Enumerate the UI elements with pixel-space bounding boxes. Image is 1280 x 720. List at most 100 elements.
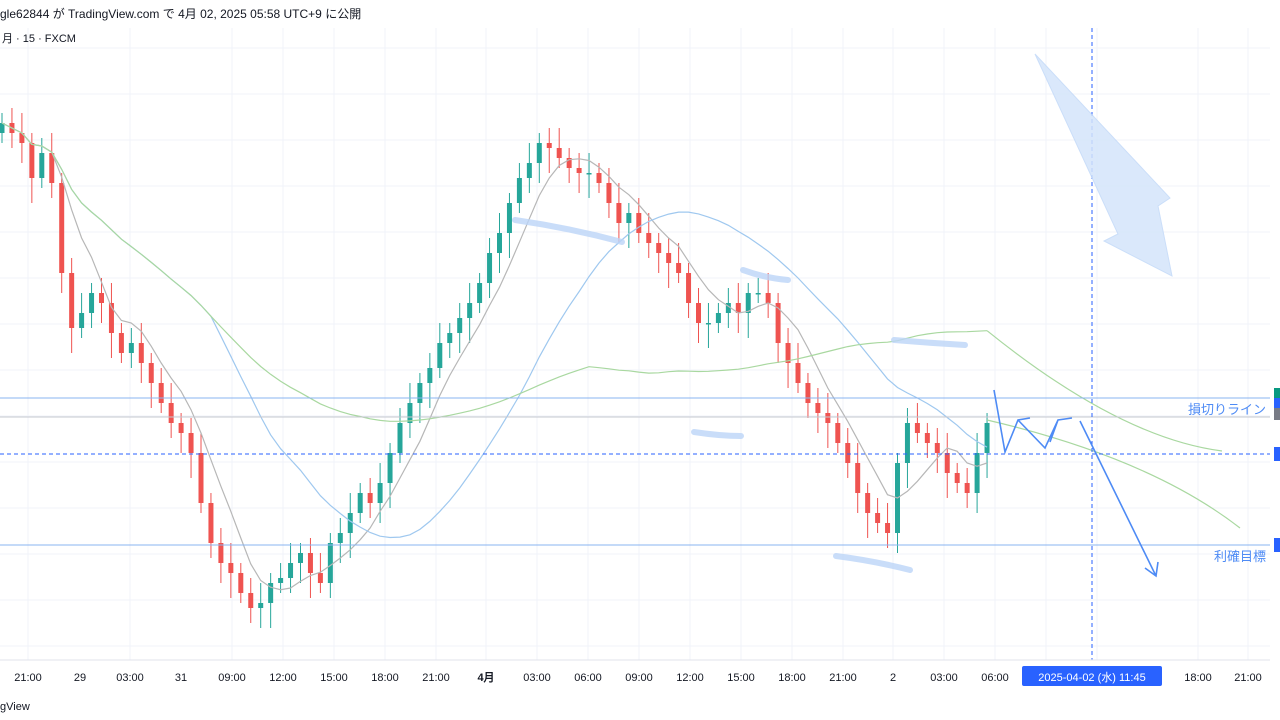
- candle-body: [128, 343, 134, 353]
- candle-body: [875, 513, 881, 523]
- candle-body: [347, 513, 353, 533]
- time-label: 03:00: [523, 672, 551, 684]
- take-profit-label: 利確目標: [1214, 549, 1266, 564]
- publish-info: gle62844 が TradingView.com で 4月 02, 2025…: [0, 7, 362, 21]
- time-label: 15:00: [727, 672, 755, 684]
- time-label: 18:00: [1184, 672, 1212, 684]
- ma-slow-line: [1, 122, 988, 422]
- price-chart[interactable]: 損切りライン利確目標 21:00 29 03:00 31 09:00 12:00 15:00…: [0, 28, 1280, 692]
- candle-body: [765, 293, 771, 303]
- chart-grid: [0, 28, 1270, 660]
- down-arrow-shape: [1034, 53, 1173, 277]
- candle-body: [885, 523, 891, 533]
- candle-body: [785, 343, 791, 363]
- time-label: 12:00: [676, 672, 704, 684]
- candle-body: [19, 133, 25, 143]
- candle-body: [69, 273, 75, 328]
- forecast-down-arrow: [1079, 420, 1159, 578]
- user-drawings: [512, 53, 1173, 578]
- candle-body: [815, 403, 821, 413]
- candle-body: [188, 433, 194, 453]
- candle-body: [576, 168, 582, 173]
- candle-body: [59, 183, 65, 273]
- candle-body: [327, 543, 333, 583]
- candle-body: [298, 553, 303, 563]
- candle-body: [686, 273, 692, 303]
- candle-body: [148, 363, 154, 383]
- candle-body: [914, 423, 920, 433]
- time-label: 21:00: [1234, 672, 1262, 684]
- candle-body: [258, 603, 264, 608]
- ma-projection: [986, 419, 1241, 529]
- candle-body: [168, 403, 174, 423]
- forecast-zigzag: [993, 389, 1073, 455]
- candle-body: [536, 143, 542, 163]
- candle-body: [825, 413, 831, 423]
- candle-body: [457, 318, 463, 333]
- candle-body: [606, 183, 612, 203]
- candle-body: [546, 143, 552, 148]
- candle-body: [596, 173, 602, 183]
- candle-body: [775, 303, 781, 343]
- candle-body: [0, 123, 5, 133]
- candle-body: [616, 203, 622, 223]
- candle-body: [158, 383, 164, 403]
- candle-body: [835, 423, 841, 443]
- candle-body: [526, 163, 532, 178]
- time-label: 12:00: [269, 672, 297, 684]
- candle-body: [586, 173, 592, 175]
- highlight-stroke: [691, 429, 744, 439]
- candle-body: [387, 453, 393, 483]
- highlight-stroke: [512, 217, 625, 245]
- level-marker: [1274, 398, 1280, 408]
- candle-body: [506, 203, 512, 233]
- time-label: 29: [74, 672, 86, 684]
- candle-body: [39, 153, 45, 178]
- candle-body: [904, 423, 910, 463]
- candle-body: [29, 143, 35, 178]
- candle-body: [954, 473, 960, 483]
- time-label: 21:00: [829, 672, 857, 684]
- moving-averages: [1, 122, 1241, 591]
- candle-body: [865, 493, 871, 513]
- level-marker: [1274, 447, 1280, 461]
- candle-body: [377, 483, 383, 503]
- candle-body: [79, 313, 85, 328]
- time-axis: 21:00 29 03:00 31 09:00 12:00 15:00 18:00 21:00 4…: [0, 659, 1270, 686]
- candle-body: [626, 213, 632, 223]
- candle-body: [397, 423, 403, 453]
- candle-body: [725, 303, 731, 313]
- ma-mid-line: [1, 122, 988, 539]
- time-label: 09:00: [218, 672, 246, 684]
- candle-body: [307, 553, 313, 573]
- candle-body: [138, 343, 144, 363]
- candle-body: [99, 293, 104, 303]
- time-label: 2: [890, 672, 896, 684]
- candle-body: [984, 423, 990, 453]
- crosshair-time-badge: [1022, 666, 1162, 686]
- candle-body: [696, 303, 701, 323]
- candle-body: [516, 178, 522, 203]
- candle-body: [427, 368, 433, 383]
- time-label: 06:00: [574, 672, 602, 684]
- highlight-stroke: [740, 267, 791, 283]
- candle-body: [467, 303, 473, 318]
- candle-body: [735, 303, 741, 313]
- candle-body: [964, 483, 970, 493]
- time-label: 4月: [477, 671, 494, 684]
- candle-body: [248, 593, 254, 608]
- candle-body: [268, 583, 274, 603]
- stop-loss-label: 損切りライン: [1188, 402, 1266, 417]
- candle-body: [656, 243, 662, 253]
- candle-body: [497, 233, 502, 253]
- candle-body: [417, 383, 423, 403]
- ma-slow-projection: [986, 330, 1223, 452]
- candle-body: [805, 383, 811, 403]
- time-label: 31: [175, 672, 187, 684]
- candle-body: [974, 453, 980, 493]
- time-label: 15:00: [320, 672, 348, 684]
- candle-body: [238, 573, 244, 593]
- time-label: 06:00: [981, 672, 1009, 684]
- candle-body: [715, 313, 721, 323]
